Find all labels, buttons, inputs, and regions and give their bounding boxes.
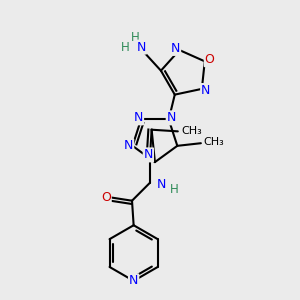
Text: O: O	[205, 53, 214, 66]
Text: N: N	[157, 178, 166, 191]
Text: H: H	[121, 40, 129, 54]
Text: N: N	[201, 84, 211, 97]
Text: N: N	[136, 40, 146, 54]
Text: H: H	[170, 183, 179, 196]
Text: N: N	[171, 42, 180, 55]
Text: N: N	[124, 139, 133, 152]
Text: CH₃: CH₃	[203, 136, 224, 147]
Text: N: N	[134, 111, 143, 124]
Text: O: O	[101, 191, 111, 204]
Text: CH₃: CH₃	[181, 126, 202, 136]
Text: N: N	[144, 148, 153, 161]
Text: N: N	[167, 111, 176, 124]
Text: H: H	[131, 31, 140, 44]
Text: N: N	[129, 274, 138, 287]
